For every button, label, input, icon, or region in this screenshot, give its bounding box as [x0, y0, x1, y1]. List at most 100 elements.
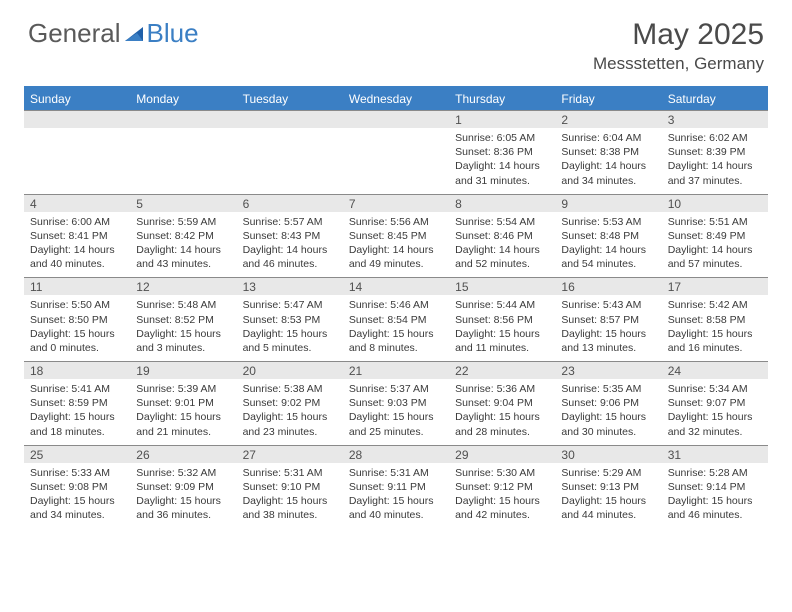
day-sunset: Sunset: 9:02 PM — [243, 396, 337, 410]
day-daylight1: Daylight: 15 hours — [349, 410, 443, 424]
day-detail-cell: Sunrise: 5:34 AMSunset: 9:07 PMDaylight:… — [662, 379, 768, 445]
detail-row: Sunrise: 5:50 AMSunset: 8:50 PMDaylight:… — [24, 295, 768, 361]
day-detail-cell — [130, 128, 236, 194]
day-sunrise: Sunrise: 5:59 AM — [136, 215, 230, 229]
day-detail-cell: Sunrise: 5:28 AMSunset: 9:14 PMDaylight:… — [662, 463, 768, 529]
day-daylight1: Daylight: 15 hours — [136, 410, 230, 424]
day-detail-cell: Sunrise: 5:31 AMSunset: 9:11 PMDaylight:… — [343, 463, 449, 529]
day-daylight1: Daylight: 14 hours — [561, 243, 655, 257]
logo-text-1: General — [28, 18, 121, 49]
day-sunrise: Sunrise: 5:51 AM — [668, 215, 762, 229]
day-daylight2: and 57 minutes. — [668, 257, 762, 271]
day-daylight2: and 11 minutes. — [455, 341, 549, 355]
day-sunset: Sunset: 8:36 PM — [455, 145, 549, 159]
day-number-cell: 7 — [343, 194, 449, 212]
day-number-cell — [343, 110, 449, 128]
day-daylight2: and 46 minutes. — [243, 257, 337, 271]
day-daylight2: and 3 minutes. — [136, 341, 230, 355]
day-number-cell: 3 — [662, 110, 768, 128]
day-sunrise: Sunrise: 5:46 AM — [349, 298, 443, 312]
day-number-cell: 26 — [130, 445, 236, 463]
header: General Blue May 2025 Messstetten, Germa… — [0, 0, 792, 80]
day-daylight1: Daylight: 15 hours — [668, 327, 762, 341]
day-detail-cell: Sunrise: 5:56 AMSunset: 8:45 PMDaylight:… — [343, 212, 449, 278]
day-detail-cell: Sunrise: 5:44 AMSunset: 8:56 PMDaylight:… — [449, 295, 555, 361]
day-sunrise: Sunrise: 5:44 AM — [455, 298, 549, 312]
day-daylight2: and 34 minutes. — [30, 508, 124, 522]
day-number-cell: 4 — [24, 194, 130, 212]
day-number-cell: 5 — [130, 194, 236, 212]
day-sunrise: Sunrise: 5:53 AM — [561, 215, 655, 229]
day-daylight2: and 13 minutes. — [561, 341, 655, 355]
day-daylight1: Daylight: 14 hours — [455, 159, 549, 173]
day-sunset: Sunset: 9:06 PM — [561, 396, 655, 410]
day-sunrise: Sunrise: 5:41 AM — [30, 382, 124, 396]
day-sunrise: Sunrise: 5:38 AM — [243, 382, 337, 396]
day-detail-cell: Sunrise: 5:59 AMSunset: 8:42 PMDaylight:… — [130, 212, 236, 278]
day-sunrise: Sunrise: 5:30 AM — [455, 466, 549, 480]
day-number-cell: 9 — [555, 194, 661, 212]
logo: General Blue — [28, 18, 199, 49]
day-sunrise: Sunrise: 5:36 AM — [455, 382, 549, 396]
daynum-row: 11121314151617 — [24, 277, 768, 295]
day-sunset: Sunset: 8:45 PM — [349, 229, 443, 243]
day-daylight2: and 54 minutes. — [561, 257, 655, 271]
day-sunset: Sunset: 9:09 PM — [136, 480, 230, 494]
day-daylight2: and 23 minutes. — [243, 425, 337, 439]
day-daylight1: Daylight: 14 hours — [349, 243, 443, 257]
day-sunrise: Sunrise: 5:34 AM — [668, 382, 762, 396]
day-detail-cell: Sunrise: 5:29 AMSunset: 9:13 PMDaylight:… — [555, 463, 661, 529]
day-detail-cell: Sunrise: 5:54 AMSunset: 8:46 PMDaylight:… — [449, 212, 555, 278]
day-sunrise: Sunrise: 5:56 AM — [349, 215, 443, 229]
day-number-cell: 28 — [343, 445, 449, 463]
day-number-cell: 11 — [24, 277, 130, 295]
day-daylight2: and 18 minutes. — [30, 425, 124, 439]
logo-triangle-icon — [123, 23, 145, 45]
calendar: Sunday Monday Tuesday Wednesday Thursday… — [24, 86, 768, 528]
day-detail-cell: Sunrise: 5:50 AMSunset: 8:50 PMDaylight:… — [24, 295, 130, 361]
day-number-cell — [24, 110, 130, 128]
day-number-cell: 15 — [449, 277, 555, 295]
day-detail-cell: Sunrise: 5:31 AMSunset: 9:10 PMDaylight:… — [237, 463, 343, 529]
day-daylight1: Daylight: 14 hours — [561, 159, 655, 173]
day-daylight1: Daylight: 14 hours — [668, 159, 762, 173]
day-sunset: Sunset: 9:08 PM — [30, 480, 124, 494]
day-daylight1: Daylight: 15 hours — [30, 410, 124, 424]
day-daylight1: Daylight: 15 hours — [136, 494, 230, 508]
daynum-row: 25262728293031 — [24, 445, 768, 463]
day-sunset: Sunset: 8:57 PM — [561, 313, 655, 327]
day-sunset: Sunset: 9:10 PM — [243, 480, 337, 494]
day-daylight2: and 30 minutes. — [561, 425, 655, 439]
day-sunrise: Sunrise: 5:31 AM — [243, 466, 337, 480]
day-sunset: Sunset: 8:41 PM — [30, 229, 124, 243]
day-daylight2: and 46 minutes. — [668, 508, 762, 522]
day-daylight1: Daylight: 14 hours — [30, 243, 124, 257]
day-daylight1: Daylight: 15 hours — [30, 494, 124, 508]
day-detail-cell — [343, 128, 449, 194]
day-sunrise: Sunrise: 5:33 AM — [30, 466, 124, 480]
location-label: Messstetten, Germany — [593, 54, 764, 74]
day-number-cell — [237, 110, 343, 128]
day-number-cell: 23 — [555, 361, 661, 379]
day-detail-cell — [237, 128, 343, 194]
day-detail-cell: Sunrise: 5:36 AMSunset: 9:04 PMDaylight:… — [449, 379, 555, 445]
detail-row: Sunrise: 5:41 AMSunset: 8:59 PMDaylight:… — [24, 379, 768, 445]
day-sunrise: Sunrise: 5:31 AM — [349, 466, 443, 480]
day-header-cell: Friday — [555, 88, 661, 110]
day-sunset: Sunset: 8:56 PM — [455, 313, 549, 327]
day-number-cell: 6 — [237, 194, 343, 212]
day-detail-cell: Sunrise: 5:32 AMSunset: 9:09 PMDaylight:… — [130, 463, 236, 529]
day-daylight1: Daylight: 14 hours — [668, 243, 762, 257]
logo-text-2: Blue — [147, 18, 199, 49]
day-daylight2: and 34 minutes. — [561, 174, 655, 188]
day-daylight2: and 36 minutes. — [136, 508, 230, 522]
day-sunset: Sunset: 8:49 PM — [668, 229, 762, 243]
day-sunset: Sunset: 9:03 PM — [349, 396, 443, 410]
day-sunrise: Sunrise: 5:50 AM — [30, 298, 124, 312]
day-daylight2: and 32 minutes. — [668, 425, 762, 439]
day-sunset: Sunset: 9:11 PM — [349, 480, 443, 494]
month-title: May 2025 — [593, 18, 764, 52]
day-daylight2: and 16 minutes. — [668, 341, 762, 355]
day-header-row: Sunday Monday Tuesday Wednesday Thursday… — [24, 88, 768, 110]
day-daylight2: and 40 minutes. — [30, 257, 124, 271]
